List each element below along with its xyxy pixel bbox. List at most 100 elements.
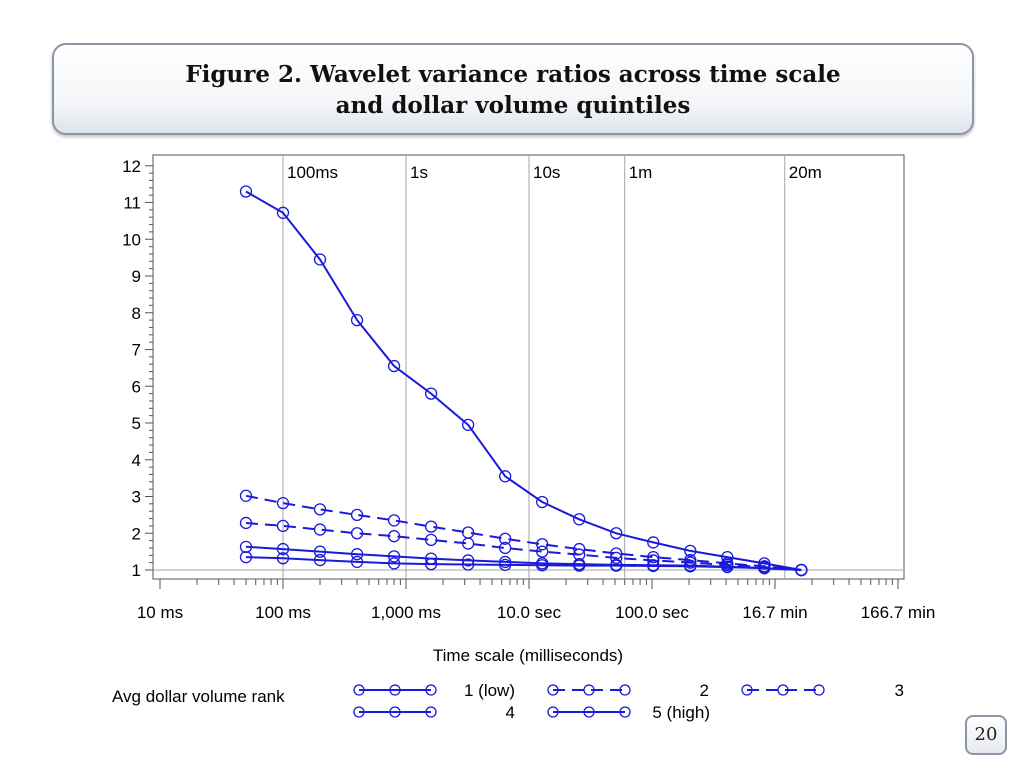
figure-title: Figure 2. Wavelet variance ratios across… <box>54 59 972 121</box>
series-3-point <box>536 557 549 570</box>
y-tick-label: 2 <box>132 524 141 543</box>
x-axis-title: Time scale (milliseconds) <box>433 646 623 665</box>
legend-entry-label-1: 2 <box>700 681 709 700</box>
series-line-3 <box>245 545 802 571</box>
y-tick-label: 9 <box>132 267 141 286</box>
legend-swatch-marker-2 <box>741 684 753 696</box>
legend-swatch-marker-1 <box>583 684 595 696</box>
series-3-point <box>350 548 364 561</box>
series-4-point <box>721 550 734 564</box>
series-2-point <box>387 514 401 527</box>
y-tick-label: 5 <box>132 414 141 433</box>
series-4-point <box>239 185 253 198</box>
series-3-point <box>684 559 697 572</box>
series-0-point <box>239 550 253 564</box>
series-0-point <box>387 557 401 570</box>
legend-entry-label-4: 5 (high) <box>652 703 710 722</box>
reference-line-label-0: 100ms <box>287 163 338 182</box>
series-2-point <box>350 508 364 522</box>
series-1-point <box>536 545 549 558</box>
legend-swatch-marker-2 <box>777 684 789 696</box>
series-2-point <box>239 489 253 502</box>
series-3-point <box>499 555 512 569</box>
series-0-point <box>313 553 327 567</box>
series-4-point <box>313 253 327 266</box>
series-1-point <box>610 551 623 565</box>
legend-entry-label-2: 3 <box>895 681 904 700</box>
figure-title-line1: Figure 2. Wavelet variance ratios across… <box>185 61 841 88</box>
legend-swatch-marker-0 <box>353 684 365 696</box>
series-4-point <box>758 557 771 570</box>
series-4-point <box>350 313 364 327</box>
legend-entry-label-3: 4 <box>506 703 515 722</box>
series-layer <box>239 185 808 577</box>
series-2-point <box>647 550 660 564</box>
legend-swatch-marker-4 <box>619 706 631 718</box>
series-4-point <box>684 544 697 558</box>
title-box: Figure 2. Wavelet variance ratios across… <box>52 43 974 135</box>
series-4-point <box>499 470 512 483</box>
x-tick-label: 100.0 sec <box>615 603 689 622</box>
legend-swatch-marker-3 <box>425 706 437 718</box>
legend-swatch-marker-4 <box>583 706 595 718</box>
series-4-point <box>610 527 623 540</box>
y-tick-label: 1 <box>132 561 141 580</box>
legend-title: Avg dollar volume rank <box>112 687 285 706</box>
y-tick-label: 3 <box>132 488 141 507</box>
series-2-point <box>313 503 327 516</box>
x-tick-label: 10 ms <box>137 603 183 622</box>
series-1-point <box>350 527 364 540</box>
series-3-point <box>276 542 290 556</box>
reference-line-label-1: 1s <box>410 163 428 182</box>
series-3-point <box>313 545 327 558</box>
x-axis: 10 ms 100 ms 1,000 ms 10.0 sec 100.0 sec 16.7… <box>137 579 935 622</box>
y-tick-label: 8 <box>132 304 141 323</box>
series-2-point <box>573 542 586 556</box>
series-1-point <box>313 523 327 536</box>
series-1-point <box>573 548 586 561</box>
legend-swatch-marker-1 <box>547 684 559 696</box>
legend: Avg dollar volume rank 1 (low) 2 3 4 5 (high… <box>112 681 904 722</box>
series-line-4 <box>245 190 802 571</box>
series-2-point <box>424 520 438 533</box>
x-tick-label: 100 ms <box>255 603 311 622</box>
series-4-point <box>424 387 438 400</box>
series-4-point <box>795 563 808 577</box>
y-tick-label: 10 <box>122 230 141 249</box>
series-3-point <box>387 550 401 563</box>
legend-entry-label-0: 1 (low) <box>464 681 515 700</box>
series-3-point <box>424 552 438 565</box>
reference-line-label-2: 10s <box>533 163 560 182</box>
x-tick-label: 16.7 min <box>742 603 807 622</box>
reference-line-label-3: 1m <box>629 163 653 182</box>
reference-lines: 100ms 1s 10s 1m 20m <box>153 155 904 579</box>
series-0-point <box>499 558 512 572</box>
series-4-point <box>647 536 660 549</box>
series-2-point <box>536 538 549 551</box>
y-tick-label: 12 <box>122 157 141 176</box>
series-0-point <box>350 555 364 569</box>
page-number: 20 <box>965 715 1007 755</box>
series-0-point <box>461 558 475 571</box>
y-tick-label: 6 <box>132 377 141 396</box>
y-tick-label: 11 <box>123 194 141 213</box>
series-line-1 <box>245 522 802 571</box>
legend-swatch-marker-2 <box>813 684 825 696</box>
y-tick-label: 4 <box>132 451 141 470</box>
legend-swatch-marker-1 <box>619 684 631 696</box>
series-4-point <box>573 513 586 526</box>
legend-swatch-marker-4 <box>547 706 559 718</box>
series-3-point <box>573 557 586 571</box>
figure-title-line2: and dollar volume quintiles <box>335 92 691 119</box>
series-2-point <box>499 532 512 545</box>
series-line-2 <box>245 494 802 571</box>
legend-swatch-marker-3 <box>353 706 365 718</box>
series-1-point <box>499 541 512 555</box>
x-tick-label: 166.7 min <box>861 603 936 622</box>
series-1-point <box>387 530 401 543</box>
series-3-point <box>647 559 660 572</box>
series-0-point <box>276 552 290 565</box>
series-1-point <box>276 519 290 533</box>
